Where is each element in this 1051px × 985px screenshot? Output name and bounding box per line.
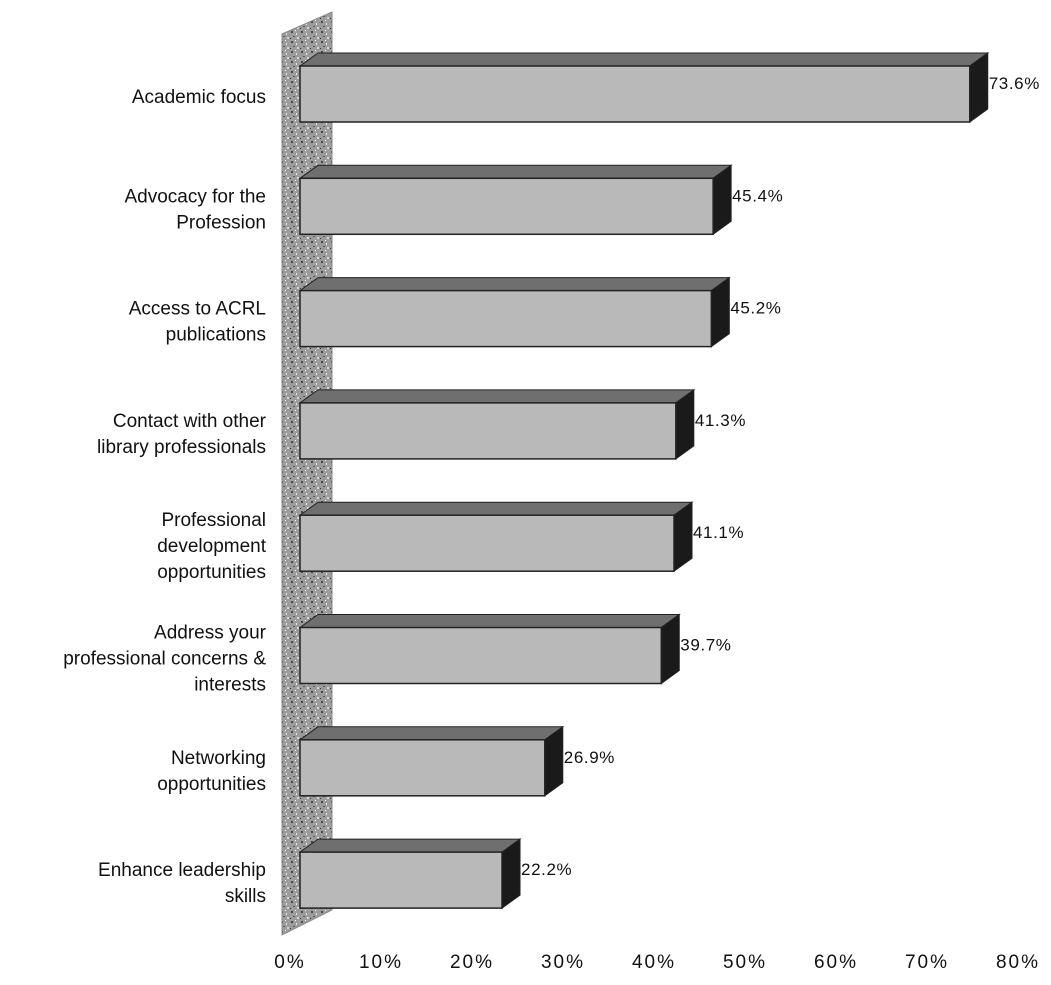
category-label: Access to ACRL publications [129, 299, 266, 346]
category-label-line: interests [194, 675, 266, 696]
category-label-line: Access to ACRL [129, 299, 266, 320]
bar-top-face [298, 614, 681, 628]
value-label: 41.1% [693, 523, 744, 542]
category-label-line: skills [225, 886, 266, 907]
bar-top-face [298, 164, 733, 179]
value-label: 45.4% [732, 186, 783, 205]
category-label: Advocacy for the Profession [124, 186, 266, 233]
category-label-line: Enhance leadership [98, 860, 266, 881]
category-label: Contact with other library professionals [97, 411, 267, 458]
value-label: 45.2% [730, 299, 781, 318]
bar [298, 838, 522, 910]
x-tick-label: 50% [723, 952, 767, 973]
bar-front-face [299, 514, 675, 572]
category-label-line: professional concerns & [63, 649, 266, 670]
category-label: Professional development opportunities [157, 510, 267, 583]
x-tick-label: 0% [274, 952, 305, 973]
x-tick-label: 40% [632, 952, 676, 973]
x-tick-label: 20% [450, 952, 494, 973]
bar-top-face [298, 838, 522, 853]
bar-front-face [299, 739, 546, 797]
bar-front-face [299, 289, 713, 348]
category-label-line: opportunities [157, 562, 266, 583]
bar [298, 613, 681, 685]
bar-front-face [299, 851, 503, 909]
bar-front-face [299, 65, 971, 123]
value-label: 26.9% [564, 748, 615, 767]
bar-front-face [299, 177, 714, 236]
bar-front-face [299, 626, 663, 685]
category-label-line: publications [166, 325, 266, 346]
category-label: Address your professional concerns & inter… [63, 623, 266, 696]
bar-top-face [298, 501, 694, 516]
bar-top-face [298, 277, 731, 292]
category-label-line: Professional [161, 510, 266, 531]
category-label-line: Profession [176, 212, 266, 233]
category-label-line: library professionals [97, 437, 266, 458]
bar [298, 276, 731, 348]
bar [298, 388, 696, 460]
category-label-line: Address your [154, 623, 267, 644]
bar-front-face [299, 402, 677, 460]
category-label-line: Academic focus [132, 87, 266, 108]
category-label: Enhance leadership skills [98, 860, 266, 907]
x-tick-label: 30% [541, 952, 585, 973]
value-label: 73.6% [989, 74, 1040, 93]
bar-top-face [298, 389, 696, 404]
category-label-line: Contact with other [113, 411, 267, 432]
bar-top-face [298, 726, 565, 741]
bar [298, 501, 694, 573]
category-label-line: Networking [171, 748, 266, 769]
bar [298, 725, 565, 797]
category-label: Networking opportunities [157, 748, 266, 795]
value-label: 41.3% [695, 411, 746, 430]
x-tick-label: 80% [996, 952, 1040, 973]
bar [298, 52, 990, 123]
side-wall [281, 11, 333, 936]
category-label-line: Advocacy for the [124, 186, 266, 207]
x-tick-label: 60% [814, 952, 858, 973]
x-tick-label: 10% [359, 952, 403, 973]
category-label: Academic focus [132, 87, 266, 108]
value-label: 22.2% [521, 860, 572, 879]
bar [298, 164, 733, 236]
bar-top-face [298, 52, 990, 67]
category-label-line: opportunities [157, 774, 266, 795]
x-tick-label: 70% [905, 952, 949, 973]
value-label: 39.7% [680, 636, 731, 655]
category-label-line: development [157, 536, 267, 557]
